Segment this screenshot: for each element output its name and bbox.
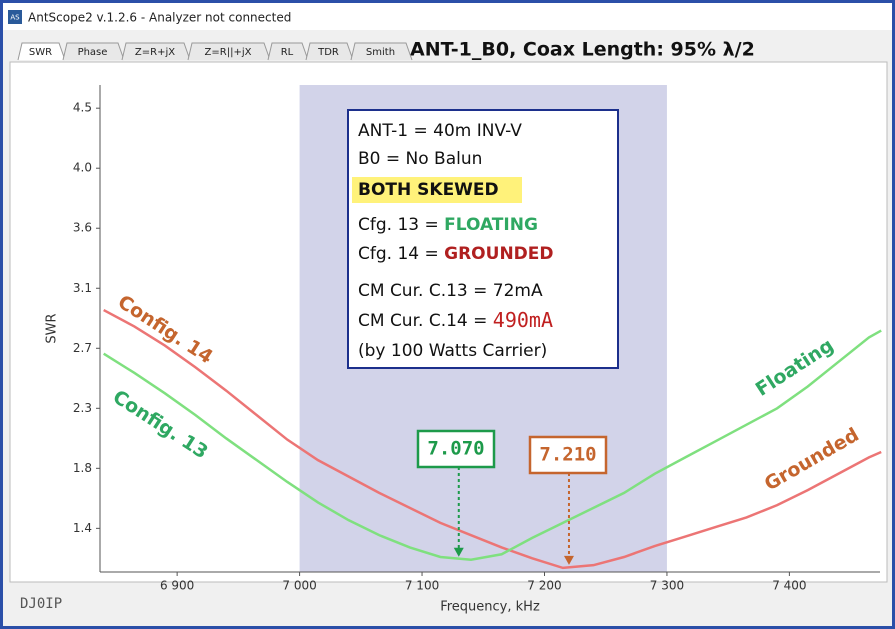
tab-label[interactable]: TDR bbox=[317, 47, 339, 58]
tab-label[interactable]: Smith bbox=[366, 47, 395, 58]
tab-label[interactable]: RL bbox=[281, 47, 294, 58]
tab-label[interactable]: Z=R+jX bbox=[135, 47, 175, 58]
x-tick-label: 6 900 bbox=[160, 579, 194, 593]
marker-label: 7.210 bbox=[539, 444, 596, 466]
info-text: (by 100 Watts Carrier) bbox=[358, 341, 547, 361]
info-text: FLOATING bbox=[444, 215, 538, 235]
tab-label[interactable]: Z=R||+jX bbox=[205, 47, 252, 58]
info-text: B0 = No Balun bbox=[358, 149, 482, 169]
tab[interactable] bbox=[17, 42, 66, 61]
y-tick-label: 3.6 bbox=[73, 221, 92, 235]
marker-label: 7.070 bbox=[427, 438, 484, 460]
marker-arrowhead bbox=[563, 555, 574, 565]
highlight-group bbox=[352, 177, 522, 203]
text-highlight bbox=[352, 177, 522, 203]
tab[interactable] bbox=[267, 42, 309, 61]
marker-box bbox=[528, 435, 608, 475]
info-line: CM Cur. C.14 = 490mA bbox=[358, 308, 553, 332]
y-tick-label: 4.0 bbox=[73, 161, 92, 175]
info-line: B0 = No Balun bbox=[358, 149, 482, 169]
marker-box bbox=[416, 429, 496, 469]
info-text: 490mA bbox=[493, 308, 553, 332]
series-line bbox=[103, 308, 882, 570]
y-axis-label: SWR bbox=[45, 313, 60, 343]
y-tick-label: 2.7 bbox=[73, 341, 92, 355]
tab-label[interactable]: SWR bbox=[29, 47, 52, 58]
info-line: BOTH SKEWED bbox=[358, 180, 499, 200]
marker-arrowhead bbox=[453, 547, 464, 557]
app-icon bbox=[8, 10, 22, 24]
tab-label[interactable]: Phase bbox=[78, 47, 108, 58]
tab[interactable] bbox=[305, 42, 354, 61]
tab[interactable] bbox=[62, 42, 125, 61]
info-line: ANT-1 = 40m INV-V bbox=[358, 121, 522, 141]
info-line: CM Cur. C.13 = 72mA bbox=[358, 281, 543, 301]
info-text: Cfg. 13 = bbox=[358, 215, 444, 235]
info-text: GROUNDED bbox=[444, 244, 553, 264]
info-text: BOTH SKEWED bbox=[358, 180, 499, 200]
y-tick-label: 3.1 bbox=[73, 281, 92, 295]
tab[interactable] bbox=[187, 42, 271, 61]
info-text: Cfg. 14 = bbox=[358, 244, 444, 264]
x-tick-label: 7 100 bbox=[405, 579, 439, 593]
info-text: CM Cur. C.14 = bbox=[358, 311, 493, 331]
app-icon-text: AS bbox=[10, 14, 20, 22]
y-tick-label: 1.8 bbox=[73, 461, 92, 475]
y-tick-label: 4.5 bbox=[73, 101, 92, 115]
x-tick-label: 7 200 bbox=[527, 579, 561, 593]
series-line bbox=[103, 329, 882, 561]
heading: ANT-1_B0, Coax Length: 95% λ/2 bbox=[410, 39, 755, 61]
info-box bbox=[347, 109, 619, 369]
x-tick-label: 7 300 bbox=[650, 579, 684, 593]
y-tick-label: 1.4 bbox=[73, 521, 92, 535]
tab[interactable] bbox=[350, 42, 413, 61]
watermark: DJ0IP bbox=[20, 596, 62, 612]
info-line: Cfg. 14 = GROUNDED bbox=[358, 244, 554, 264]
x-tick-label: 7 000 bbox=[282, 579, 316, 593]
info-line: (by 100 Watts Carrier) bbox=[358, 341, 547, 361]
info-text: CM Cur. C.13 = 72mA bbox=[358, 281, 543, 301]
tab[interactable] bbox=[121, 42, 191, 61]
x-axis-label: Frequency, kHz bbox=[440, 600, 540, 615]
info-text: ANT-1 = 40m INV-V bbox=[358, 121, 522, 141]
title-bar bbox=[0, 0, 895, 30]
info-line: Cfg. 13 = FLOATING bbox=[358, 215, 538, 235]
window-title: AntScope2 v.1.2.6 - Analyzer not connect… bbox=[28, 11, 291, 25]
y-tick-label: 2.3 bbox=[73, 401, 92, 415]
x-tick-label: 7 400 bbox=[772, 579, 806, 593]
